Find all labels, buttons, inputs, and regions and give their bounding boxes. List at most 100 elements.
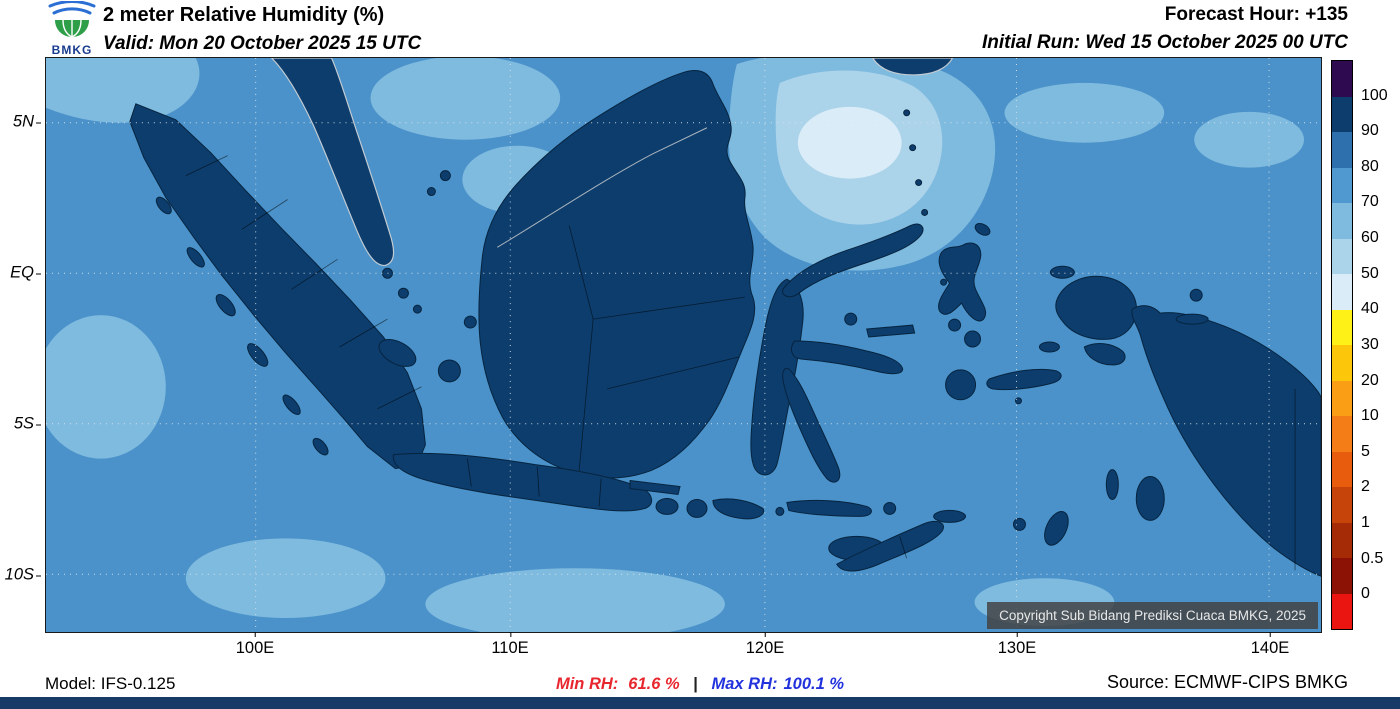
min-rh-value: 61.6 % — [628, 675, 680, 693]
colorbar-segment — [1332, 558, 1352, 594]
colorbar-tick-label: 90 — [1361, 122, 1379, 140]
colorbar-segment — [1332, 522, 1352, 558]
latitude-tick-label: 5N — [12, 112, 42, 131]
longitude-tick-label: 130E — [997, 632, 1037, 657]
min-rh-label: Min RH: — [555, 675, 619, 693]
max-rh-label: Max RH: — [711, 675, 778, 693]
latitude-tick-label: EQ — [10, 263, 41, 282]
colorbar-tick-label: 2 — [1361, 478, 1370, 496]
colorbar-segment — [1332, 451, 1352, 487]
foreign-land — [270, 58, 954, 266]
colorbar-segment — [1332, 96, 1352, 132]
island-buru — [945, 369, 977, 401]
malaysia-border-line — [497, 127, 708, 248]
mindanao — [871, 58, 954, 76]
colorbar-tick-label: 50 — [1361, 264, 1379, 282]
colorbar-tick-label: 40 — [1361, 300, 1379, 318]
colorbar-segment — [1332, 167, 1352, 203]
island-alor — [883, 501, 897, 515]
colorbar-segment — [1332, 132, 1352, 168]
island-papua — [1038, 265, 1321, 577]
colorbar-tick-label: 60 — [1361, 229, 1379, 247]
island-ambon — [1014, 397, 1022, 405]
colorbar-tick-label: 1 — [1361, 514, 1370, 532]
island-flores — [786, 499, 872, 517]
max-rh-value: 100.1 % — [783, 675, 845, 693]
colorbar-segment — [1332, 345, 1352, 381]
run-info-block: Forecast Hour: +135 Initial Run: Wed 15 … — [982, 4, 1348, 54]
mentawai-islands — [155, 196, 329, 456]
island-tanimbar — [1044, 511, 1069, 546]
island-sumbawa — [712, 498, 765, 520]
island-sulawesi — [750, 223, 924, 483]
longitude-tick-label: 120E — [745, 632, 785, 657]
colorbar-tick-label: 30 — [1361, 335, 1379, 353]
source-label: Source: ECMWF-CIPS BMKG — [1106, 672, 1348, 692]
island-babar — [1012, 517, 1026, 531]
minmax-stats: Min RH: 61.6 % | Max RH: 100.1 % — [556, 675, 844, 694]
colorbar-segment — [1332, 416, 1352, 452]
island-borneo — [478, 69, 756, 479]
colorbar-segment — [1332, 487, 1352, 523]
bmkg-logo: BMKG — [44, 0, 100, 57]
longitude-tick-label: 100E — [235, 632, 275, 657]
island-madura — [629, 479, 681, 496]
colorbar-segment — [1332, 380, 1352, 416]
island-bacan — [948, 318, 962, 332]
island-bali — [655, 497, 679, 515]
colorbar-segment — [1332, 203, 1352, 239]
longitude-tick-label: 140E — [1250, 632, 1290, 657]
copyright-overlay: Copyright Sub Bidang Prediksi Cuaca BMKG… — [987, 602, 1318, 629]
indonesia-rh-map — [46, 58, 1321, 632]
island-wetar — [933, 509, 967, 523]
min-rh-stat: Min RH: 61.6 % — [556, 675, 680, 693]
model-label: Model: IFS-0.125 — [45, 674, 176, 693]
island-belitung — [437, 359, 461, 383]
latitude-axis: 5N EQ 5S 10S — [0, 57, 42, 633]
colorbar-tick-label: 0 — [1361, 585, 1370, 603]
island-aru — [1135, 476, 1165, 521]
colorbar-segment — [1332, 309, 1352, 345]
province-borders — [185, 155, 1296, 571]
colorbar-segment — [1332, 61, 1352, 97]
colorbar — [1331, 60, 1353, 630]
map-canvas: Copyright Sub Bidang Prediksi Cuaca BMKG… — [45, 57, 1322, 633]
sula-islands — [866, 324, 916, 338]
colorbar-tick-label: 100 — [1361, 86, 1388, 104]
natuna-islands — [439, 170, 451, 182]
colorbar-tick-label: 0.5 — [1361, 549, 1384, 567]
page-title: 2 meter Relative Humidity (%) — [103, 4, 385, 26]
indonesia-land — [129, 69, 1321, 577]
title-block: 2 meter Relative Humidity (%) Valid: Mon… — [103, 4, 421, 55]
colorbar-tick-label: 5 — [1361, 442, 1370, 460]
banggai-islands — [844, 312, 858, 326]
island-java — [392, 452, 653, 512]
colorbar-tick-label: 20 — [1361, 371, 1379, 389]
minmax-separator: | — [693, 675, 698, 693]
island-seram — [986, 368, 1062, 391]
colorbar-tick-label: 80 — [1361, 157, 1379, 175]
longitude-tick-label: 110E — [491, 632, 529, 657]
longitude-axis: 100E 110E 120E 130E 140E — [45, 632, 1322, 661]
bmkg-logo-icon — [48, 0, 96, 38]
colorbar-segment — [1332, 593, 1352, 629]
rh-50-60-patch — [797, 106, 902, 179]
island-obi — [964, 330, 982, 348]
latitude-tick-label: 10S — [4, 565, 42, 584]
valid-time: Valid: Mon 20 October 2025 15 UTC — [103, 33, 422, 54]
colorbar-labels: 100 90 80 70 60 50 40 30 20 10 5 2 1 0.5 0 — [1361, 60, 1388, 630]
malay-peninsula — [270, 58, 395, 266]
island-lombok — [686, 498, 708, 518]
sangihe-islands — [903, 109, 929, 216]
initial-run: Initial Run: Wed 15 October 2025 00 UTC — [981, 32, 1348, 53]
colorbar-segment — [1332, 238, 1352, 274]
colorbar-segment — [1332, 274, 1352, 310]
max-rh-stat: Max RH: 100.1 % — [711, 675, 844, 693]
bottom-bar — [0, 697, 1400, 709]
island-morotai — [974, 223, 991, 236]
bmkg-logo-text: BMKG — [51, 43, 93, 57]
colorbar-tick-label: 70 — [1361, 193, 1379, 211]
island-halmahera — [938, 242, 987, 322]
island-timor — [836, 521, 944, 572]
